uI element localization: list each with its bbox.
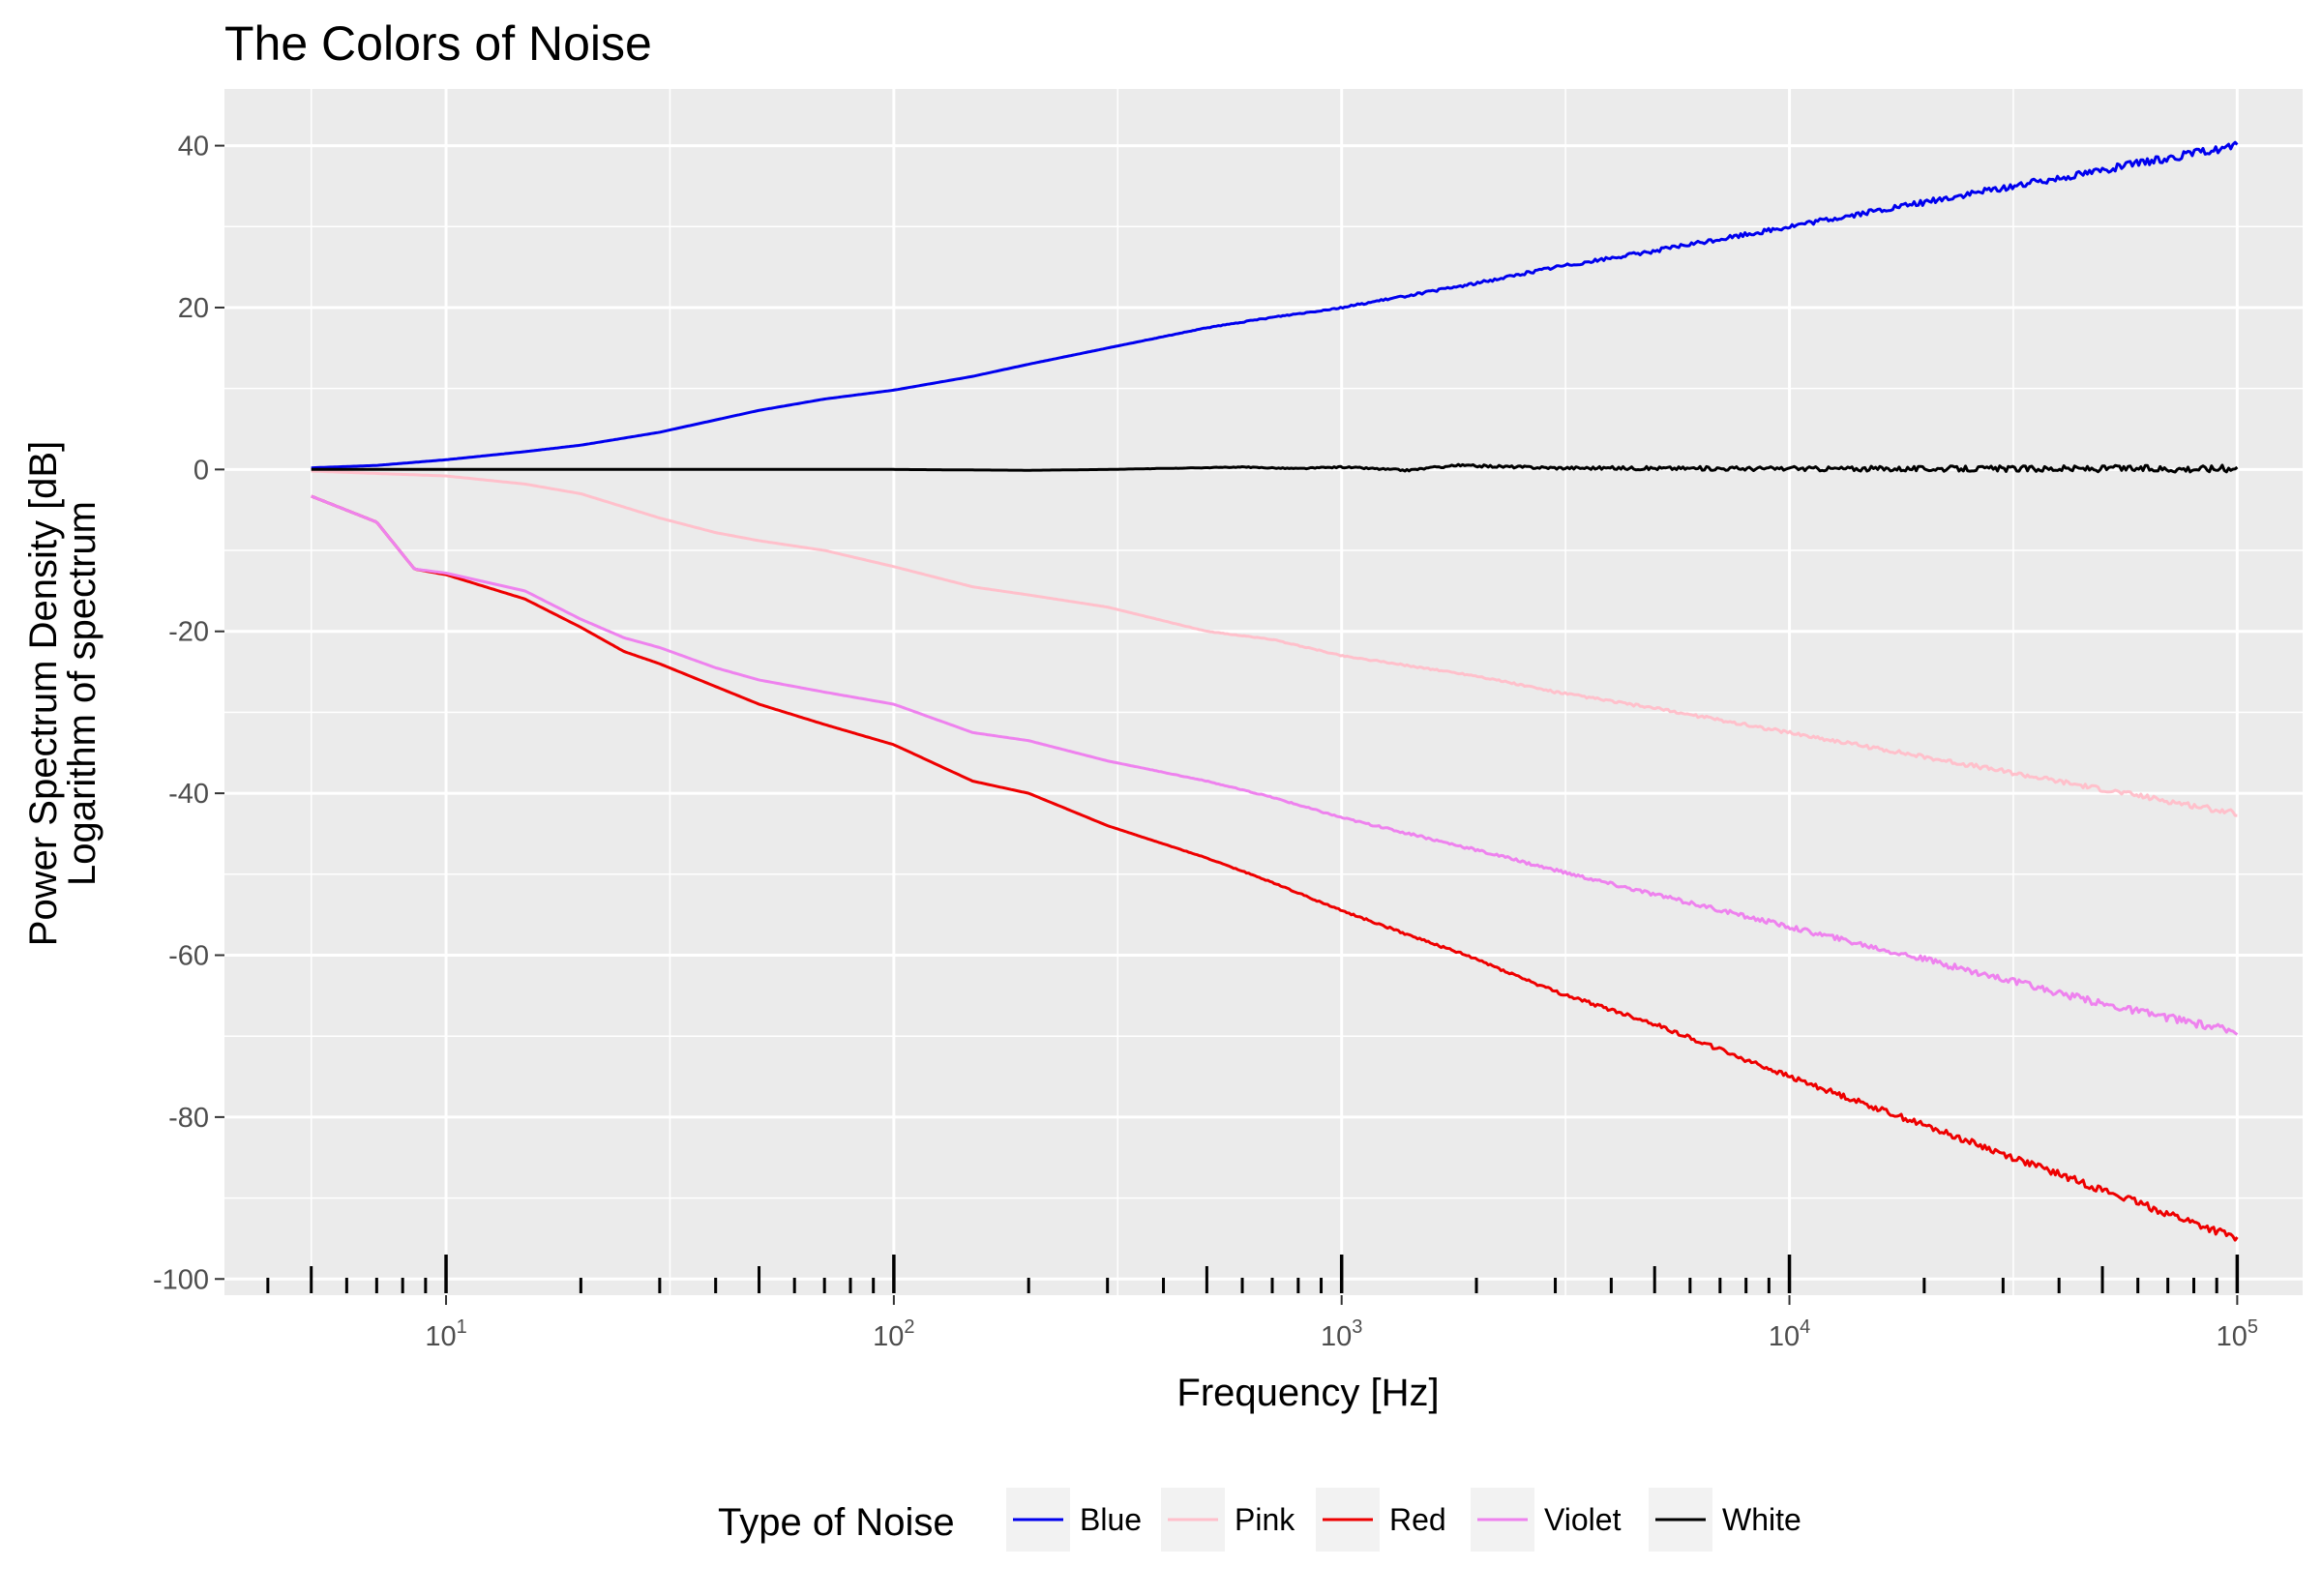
x-tick-label: 104 xyxy=(1769,1316,1810,1352)
y-axis-title-line-2: Logarithm of spectrum xyxy=(61,501,104,886)
y-axis: 40 20 0 -20 -40 -60 -80 -100 xyxy=(153,132,224,1295)
series-line-white xyxy=(311,462,2239,474)
series-lines xyxy=(311,140,2239,1242)
plot-panel xyxy=(224,89,2303,1295)
legend: Type of Noise Blue Pink Red Violet White xyxy=(718,1488,1801,1552)
y-tick-label: -60 xyxy=(168,940,209,971)
legend-item-violet: Violet xyxy=(1471,1488,1622,1552)
series-line-blue xyxy=(311,140,2239,470)
y-axis-title: Power Spectrum Density [dB] Logarithm of… xyxy=(22,441,104,946)
x-tick-label: 102 xyxy=(873,1316,914,1352)
series-line-red xyxy=(311,494,2239,1242)
y-tick-label: 20 xyxy=(178,293,209,324)
y-tick-label: -20 xyxy=(168,617,209,648)
legend-label: White xyxy=(1722,1502,1801,1537)
x-axis-title: Frequency [Hz] xyxy=(1176,1372,1439,1414)
legend-item-pink: Pink xyxy=(1161,1488,1295,1552)
y-tick-label: -80 xyxy=(168,1103,209,1134)
series-line-pink xyxy=(311,469,2238,817)
legend-items: Blue Pink Red Violet White xyxy=(1006,1488,1801,1552)
legend-item-white: White xyxy=(1649,1488,1801,1552)
legend-item-blue: Blue xyxy=(1006,1488,1142,1552)
grid-major xyxy=(224,89,2303,1295)
y-tick-label: 40 xyxy=(178,132,209,163)
y-axis-title-line-1: Power Spectrum Density [dB] xyxy=(22,441,65,946)
y-tick-label: -100 xyxy=(153,1264,209,1295)
legend-label: Violet xyxy=(1544,1502,1622,1537)
legend-label: Blue xyxy=(1080,1502,1142,1537)
x-tick-label: 101 xyxy=(425,1316,466,1352)
grid-minor xyxy=(224,89,2303,1295)
chart-title: The Colors of Noise xyxy=(224,16,652,71)
x-tick-label: 105 xyxy=(2217,1316,2258,1352)
x-tick-label: 103 xyxy=(1321,1316,1362,1352)
x-axis: 101 102 103 104 105 xyxy=(425,1295,2258,1352)
series-line-violet xyxy=(311,494,2239,1036)
legend-item-red: Red xyxy=(1316,1488,1446,1552)
y-tick-label: 0 xyxy=(194,455,209,486)
y-tick-label: -40 xyxy=(168,779,209,810)
rug-ticks xyxy=(266,1255,2240,1293)
legend-title: Type of Noise xyxy=(718,1501,955,1544)
legend-label: Pink xyxy=(1235,1502,1295,1537)
legend-label: Red xyxy=(1389,1502,1446,1537)
